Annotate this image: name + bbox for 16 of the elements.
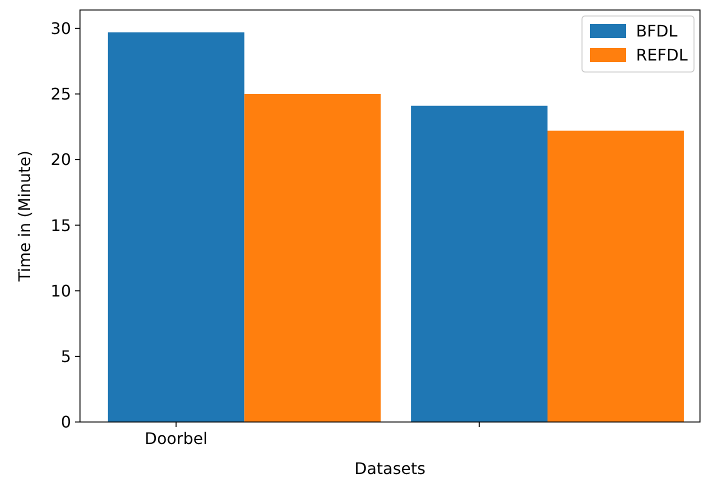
y-tick-label: 0 bbox=[60, 412, 71, 432]
x-axis-title: Datasets bbox=[354, 459, 426, 478]
bar bbox=[548, 130, 684, 422]
legend-label: BFDL bbox=[636, 22, 678, 41]
y-tick-label: 10 bbox=[50, 281, 71, 300]
y-tick-label: 5 bbox=[60, 346, 71, 366]
y-tick-label: 25 bbox=[50, 84, 71, 104]
bar bbox=[108, 32, 244, 422]
y-tick-label: 20 bbox=[50, 150, 71, 170]
bar bbox=[244, 94, 381, 422]
y-tick-label: 30 bbox=[50, 18, 71, 38]
y-axis-title: Time in (Minute) bbox=[15, 150, 34, 283]
bar bbox=[411, 106, 548, 422]
x-tick-label: Doorbel bbox=[144, 429, 208, 448]
y-tick-label: 15 bbox=[50, 216, 71, 235]
legend-label: REFDL bbox=[636, 46, 688, 65]
